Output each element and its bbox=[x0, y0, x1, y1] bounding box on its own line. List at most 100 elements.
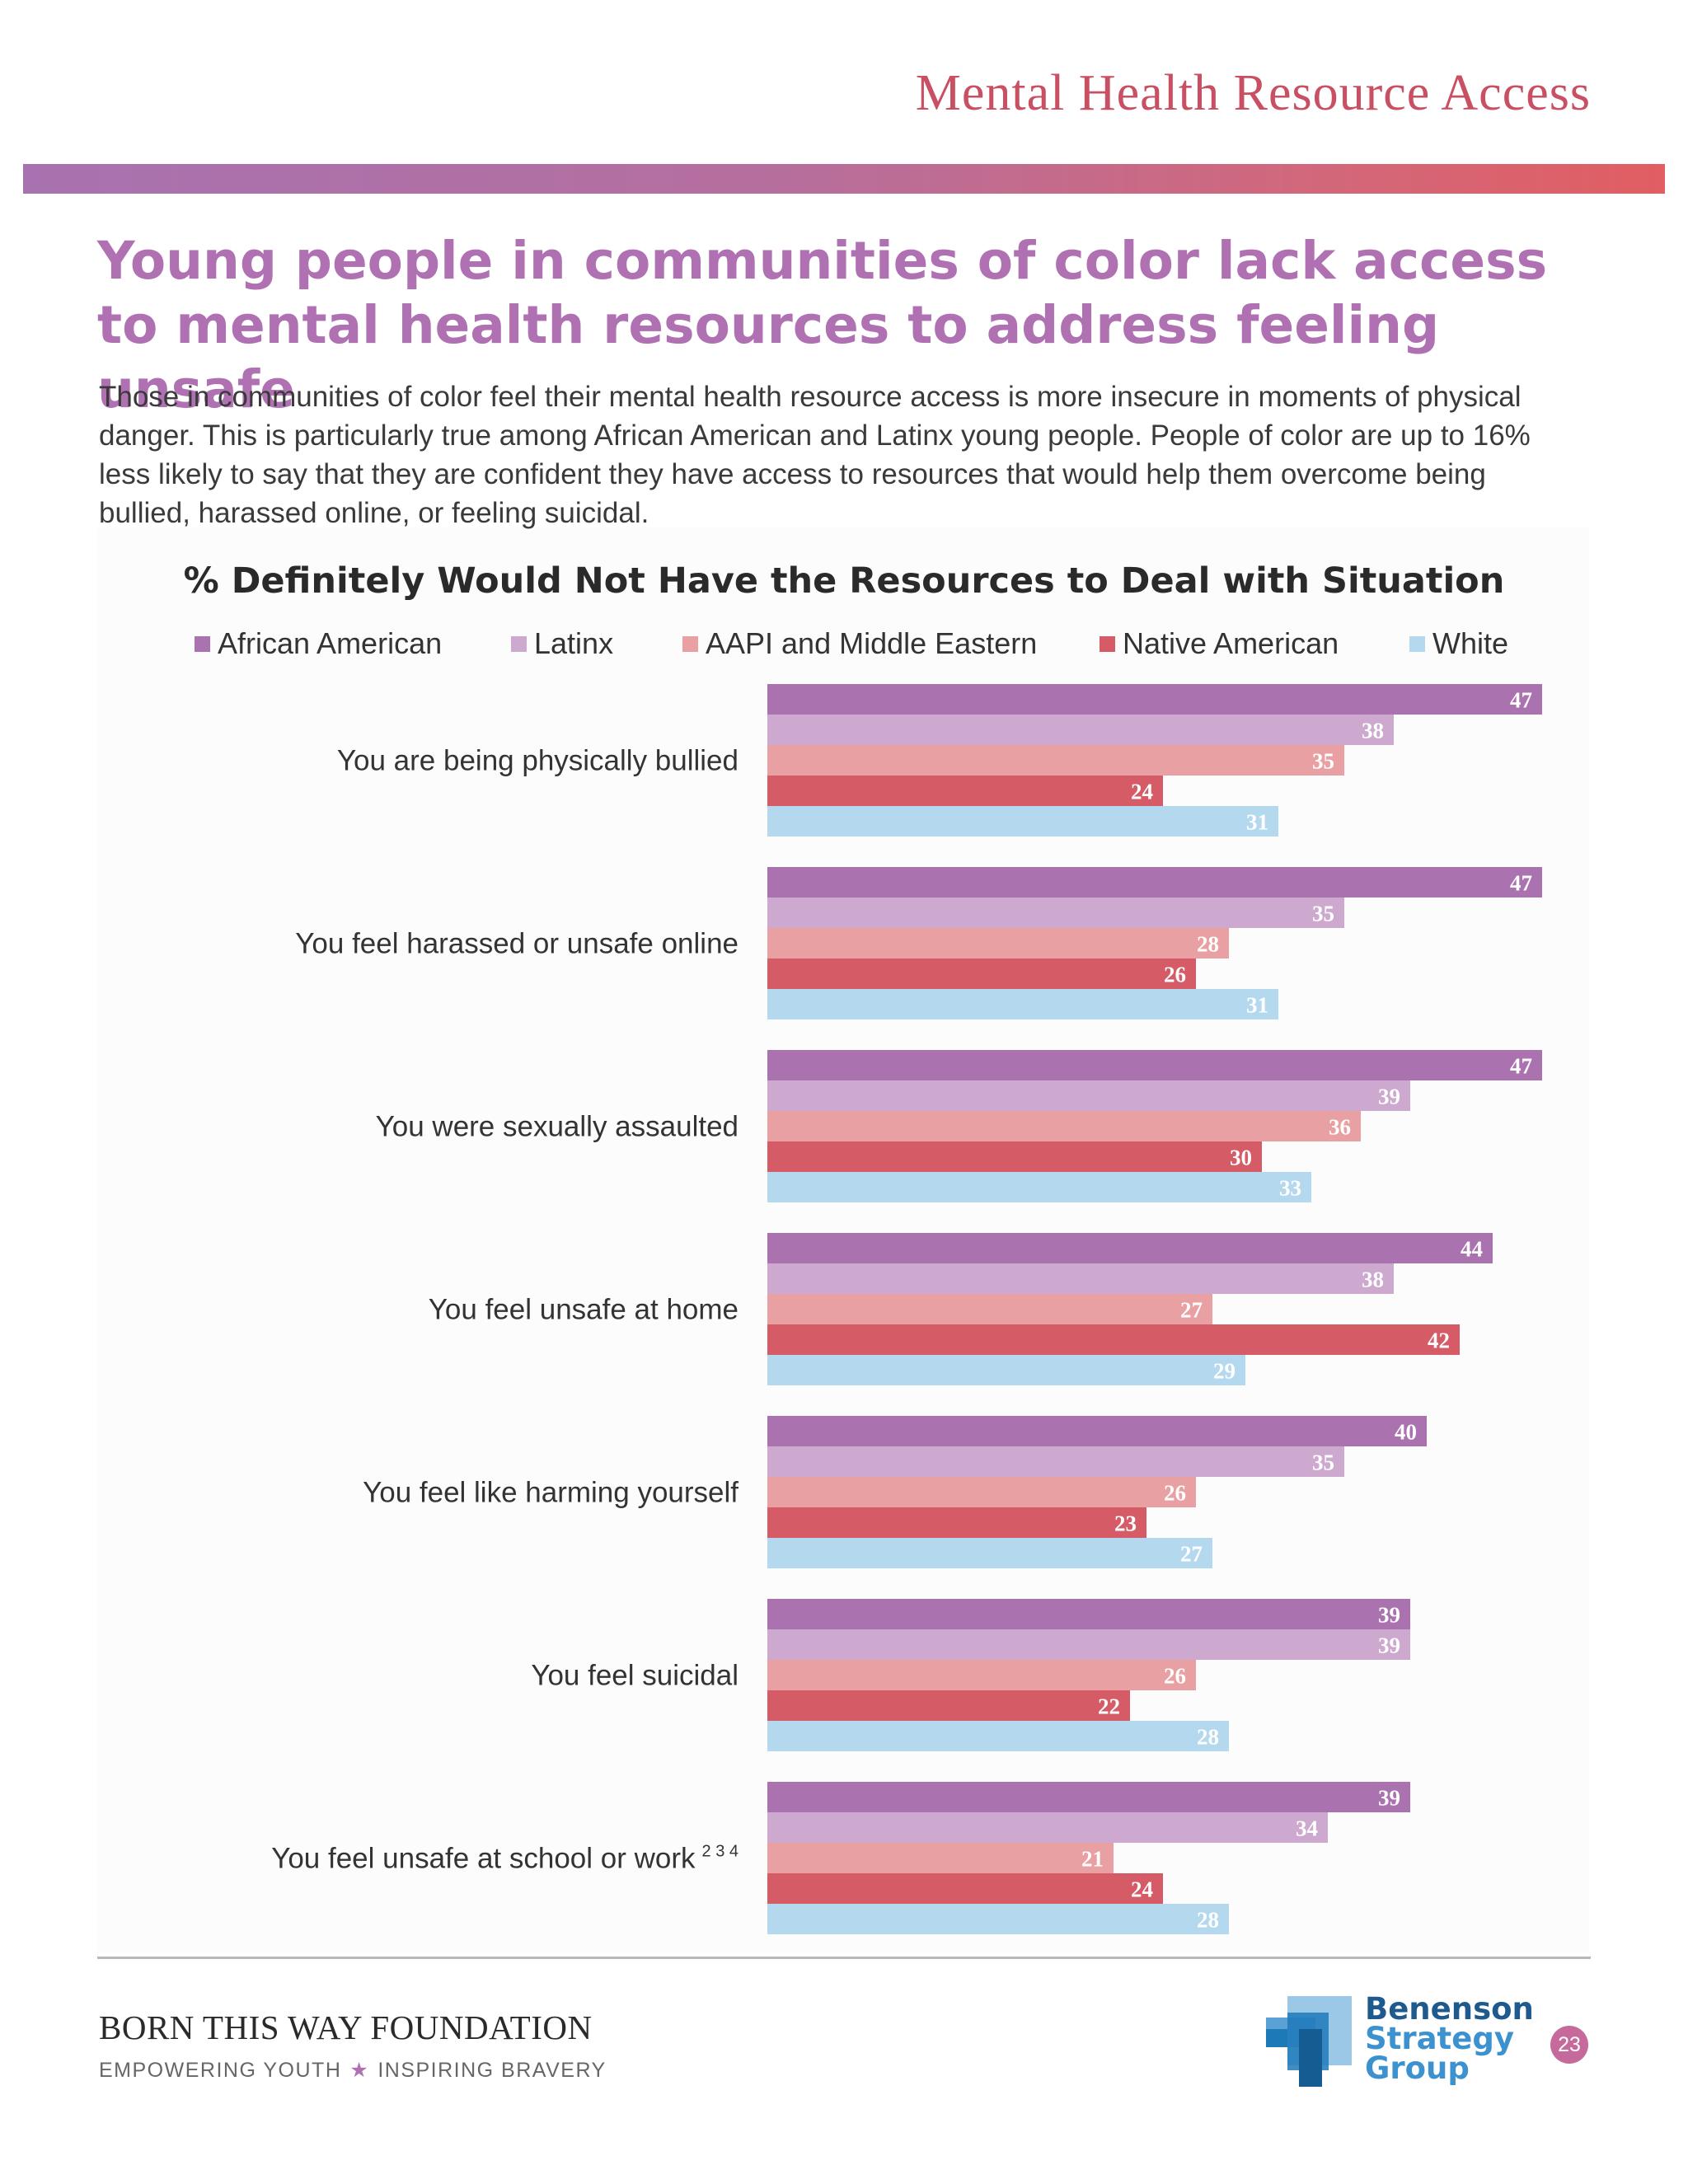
bar bbox=[767, 1873, 1163, 1904]
bar-value-label: 21 bbox=[1081, 1847, 1104, 1872]
bar bbox=[767, 776, 1163, 806]
bar bbox=[767, 1416, 1427, 1446]
tagline-right: INSPIRING BRAVERY bbox=[377, 2059, 607, 2082]
bar bbox=[767, 715, 1394, 745]
bar bbox=[767, 1721, 1229, 1751]
bar-value-label: 35 bbox=[1312, 1451, 1334, 1475]
bar-value-label: 24 bbox=[1131, 780, 1153, 804]
category-label: You were sexually assaulted bbox=[376, 1111, 738, 1143]
legend-label: Latinx bbox=[534, 626, 614, 660]
tagline-left: EMPOWERING YOUTH bbox=[99, 2059, 342, 2082]
legend-swatch bbox=[511, 635, 527, 652]
bar bbox=[767, 684, 1542, 715]
bar bbox=[767, 1294, 1212, 1324]
bar-value-label: 26 bbox=[1164, 963, 1186, 987]
legend-item-white: White bbox=[1409, 626, 1508, 661]
category-footnote: 2 3 4 bbox=[702, 1843, 738, 1861]
category-label: You feel harassed or unsafe online bbox=[295, 928, 738, 960]
bar-value-label: 39 bbox=[1378, 1786, 1400, 1811]
bar-value-label: 22 bbox=[1098, 1694, 1120, 1719]
bar bbox=[767, 1538, 1212, 1568]
partner-logo-icon bbox=[1266, 1996, 1352, 2087]
partner-line-3: Group bbox=[1365, 2050, 1470, 2086]
bar bbox=[767, 1782, 1410, 1812]
bar-value-label: 40 bbox=[1395, 1420, 1417, 1445]
bar bbox=[767, 1446, 1344, 1477]
legend-label: White bbox=[1432, 626, 1509, 660]
bar-value-label: 36 bbox=[1329, 1115, 1351, 1140]
bar bbox=[767, 1263, 1394, 1294]
legend-swatch bbox=[195, 635, 210, 652]
bar bbox=[767, 1111, 1361, 1141]
bar-value-label: 35 bbox=[1312, 749, 1334, 774]
bar-value-label: 38 bbox=[1362, 719, 1384, 743]
bar-value-label: 26 bbox=[1164, 1664, 1186, 1689]
legend-item-native-american: Native American bbox=[1100, 626, 1339, 661]
chart-title: % Definitely Would Not Have the Resource… bbox=[183, 560, 1505, 602]
bar bbox=[767, 928, 1229, 958]
partner-logo-text: Benenson Strategy Group bbox=[1365, 1994, 1534, 2083]
intro-paragraph: Those in communities of color feel their… bbox=[99, 381, 1531, 529]
bar bbox=[767, 1477, 1196, 1507]
bar-value-label: 35 bbox=[1312, 902, 1334, 926]
bar-value-label: 39 bbox=[1378, 1085, 1400, 1109]
bar-value-label: 42 bbox=[1428, 1329, 1450, 1353]
partner-line-1: Benenson bbox=[1365, 1991, 1534, 2027]
bar bbox=[767, 1904, 1229, 1934]
bar-value-label: 27 bbox=[1180, 1542, 1203, 1567]
partner-line-2: Strategy bbox=[1365, 2021, 1514, 2056]
legend-label: Native American bbox=[1123, 626, 1339, 660]
bar-value-label: 30 bbox=[1230, 1146, 1252, 1170]
bar-value-label: 39 bbox=[1378, 1633, 1400, 1658]
section-title: Mental Health Resource Access bbox=[915, 65, 1591, 121]
bar bbox=[767, 1690, 1130, 1721]
bar bbox=[767, 1507, 1146, 1538]
bar bbox=[767, 1599, 1410, 1629]
bar-value-label: 31 bbox=[1246, 810, 1268, 835]
legend-item-african-american: African American bbox=[195, 626, 442, 661]
header-gradient-bar bbox=[23, 164, 1665, 194]
bar-value-label: 27 bbox=[1180, 1298, 1203, 1323]
bar-value-label: 26 bbox=[1164, 1481, 1186, 1506]
bar-chart: You are being physically bullied 47 38 35 24… bbox=[271, 684, 1542, 1934]
bar-value-label: 47 bbox=[1510, 1054, 1532, 1079]
bar bbox=[767, 898, 1344, 928]
legend-label: African American bbox=[218, 626, 443, 660]
bar bbox=[767, 1050, 1542, 1080]
bar-value-label: 28 bbox=[1197, 932, 1219, 957]
bar bbox=[767, 867, 1542, 898]
bar bbox=[767, 1233, 1493, 1263]
bar bbox=[767, 1080, 1410, 1111]
bar bbox=[767, 1812, 1328, 1843]
bar bbox=[767, 989, 1278, 1019]
legend-swatch bbox=[1409, 635, 1425, 652]
page-headline: Young people in communities of color lac… bbox=[97, 231, 1548, 419]
category-label: You are being physically bullied bbox=[337, 745, 738, 777]
legend-item-aapi-middle-eastern: AAPI and Middle Eastern bbox=[682, 626, 1037, 661]
category-label: You feel unsafe at school or work 2 3 4 bbox=[271, 1843, 738, 1875]
bar bbox=[767, 1355, 1245, 1385]
bar-value-label: 29 bbox=[1213, 1359, 1236, 1384]
category-label: You feel suicidal bbox=[531, 1660, 738, 1692]
org-tagline: EMPOWERING YOUTH ★ INSPIRING BRAVERY bbox=[99, 2058, 607, 2083]
bar-value-label: 31 bbox=[1246, 993, 1268, 1018]
legend-item-latinx: Latinx bbox=[511, 626, 613, 661]
bar bbox=[767, 1324, 1460, 1355]
bar bbox=[767, 958, 1196, 989]
bar-value-label: 33 bbox=[1279, 1176, 1301, 1201]
category-label: You feel unsafe at home bbox=[429, 1294, 738, 1326]
bar-value-label: 28 bbox=[1197, 1908, 1219, 1933]
bar-value-label: 38 bbox=[1362, 1268, 1384, 1292]
bar bbox=[767, 1660, 1196, 1690]
bar-value-label: 47 bbox=[1510, 871, 1532, 896]
bar-value-label: 39 bbox=[1378, 1603, 1400, 1628]
bar bbox=[767, 806, 1278, 837]
bar-value-label: 44 bbox=[1461, 1237, 1483, 1262]
chart-legend: African American Latinx AAPI and Middle … bbox=[195, 626, 1546, 668]
page-number: 23 bbox=[1550, 2026, 1588, 2064]
category-label: You feel like harming yourself bbox=[363, 1477, 738, 1509]
star-icon: ★ bbox=[349, 2059, 370, 2082]
legend-label: AAPI and Middle Eastern bbox=[706, 626, 1038, 660]
bar-value-label: 34 bbox=[1296, 1816, 1318, 1841]
bar-value-label: 23 bbox=[1114, 1511, 1137, 1536]
